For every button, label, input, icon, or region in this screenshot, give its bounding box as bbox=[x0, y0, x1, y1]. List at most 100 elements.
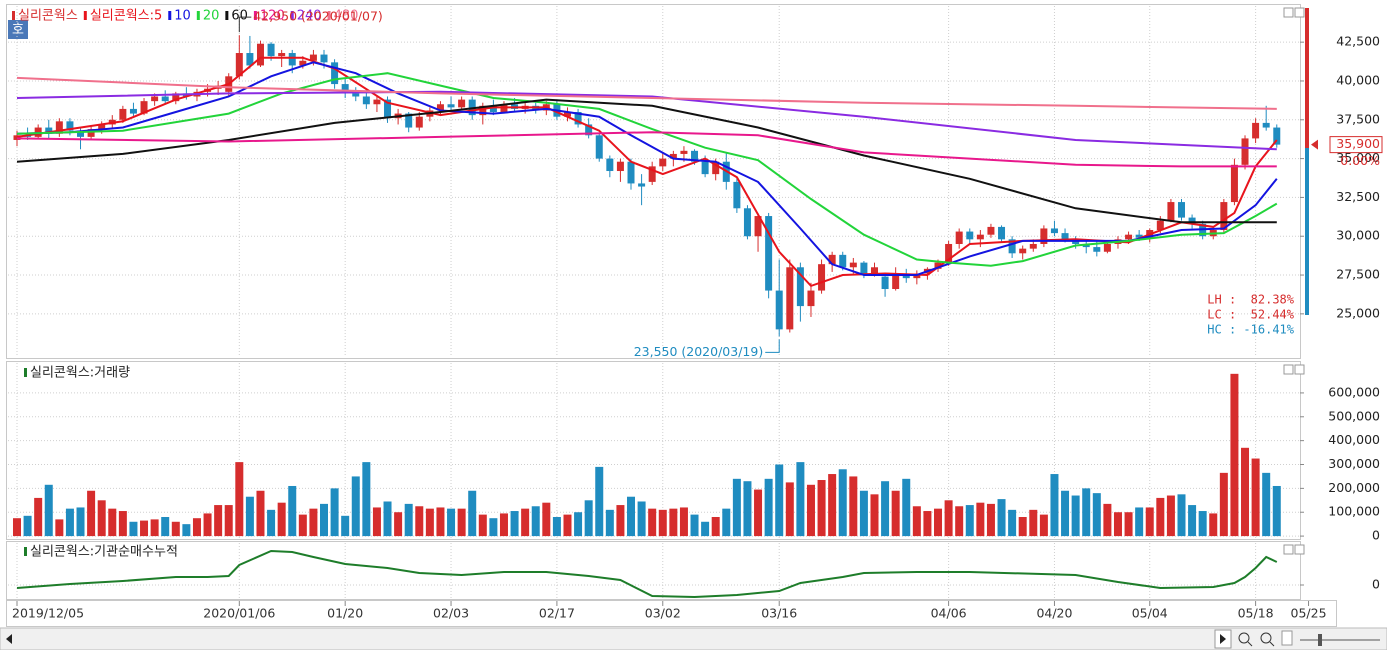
last-price-pointer bbox=[1311, 139, 1318, 150]
date-axis bbox=[6, 600, 1337, 627]
candle-body bbox=[1040, 228, 1048, 244]
annotation-high: 42,950 (2020/01/07) bbox=[253, 9, 383, 24]
volume-bar bbox=[383, 501, 392, 537]
candle-body bbox=[45, 127, 53, 134]
volume-bar bbox=[902, 478, 911, 537]
volume-bar bbox=[1262, 472, 1271, 537]
institution-panel bbox=[6, 541, 1301, 600]
candle-body bbox=[860, 262, 868, 274]
volume-bar bbox=[182, 524, 191, 537]
candle-body bbox=[839, 254, 847, 268]
volume-bar bbox=[415, 506, 424, 537]
y-tick-label: 300,000 bbox=[1328, 456, 1380, 471]
x-tick-label: 04/06 bbox=[931, 606, 967, 621]
candle-body bbox=[1220, 202, 1228, 231]
candle-body bbox=[765, 216, 773, 291]
candle-body bbox=[1230, 164, 1238, 203]
volume-bar bbox=[330, 488, 339, 537]
volume-bar bbox=[1188, 505, 1197, 537]
y-tick-label: 27,500 bbox=[1336, 267, 1380, 282]
plot-area bbox=[8, 6, 1300, 355]
volume-bar bbox=[521, 508, 530, 537]
candle-body bbox=[669, 153, 677, 159]
volume-bar bbox=[934, 508, 943, 537]
y-tick-label: 30,000 bbox=[1336, 228, 1380, 243]
candle-body bbox=[627, 161, 635, 184]
candle-body bbox=[659, 158, 667, 167]
volume-bar bbox=[309, 508, 318, 537]
candle-body bbox=[616, 161, 624, 172]
x-tick-label: 02/03 bbox=[433, 606, 469, 621]
volume-bar bbox=[785, 482, 794, 537]
volume-bar bbox=[1241, 447, 1250, 537]
legend-swatch bbox=[327, 11, 331, 20]
volume-bar bbox=[775, 464, 784, 537]
candle-body bbox=[743, 208, 751, 237]
legend-swatch bbox=[168, 11, 172, 20]
volume-bar bbox=[108, 508, 117, 537]
volume-bar bbox=[447, 508, 456, 537]
volume-bar bbox=[245, 496, 254, 537]
volume-bar bbox=[65, 508, 74, 537]
volume-bar bbox=[76, 507, 85, 537]
candle-body bbox=[754, 216, 762, 237]
candle-body bbox=[1029, 243, 1037, 249]
legend-swatch bbox=[24, 368, 27, 377]
volume-bar bbox=[754, 489, 763, 537]
volume-bar bbox=[351, 476, 360, 537]
moving-average-line bbox=[16, 56, 1278, 288]
volume-bar bbox=[87, 490, 96, 537]
volume-bar bbox=[648, 508, 657, 537]
candle-body bbox=[849, 262, 857, 268]
volume-bar bbox=[806, 484, 815, 537]
volume-bar bbox=[425, 508, 434, 537]
volume-bar bbox=[1039, 514, 1048, 537]
candle-body bbox=[1167, 202, 1175, 221]
volume-bar bbox=[732, 478, 741, 537]
candle-body bbox=[77, 130, 85, 137]
volume-bar bbox=[955, 506, 964, 537]
price-panel bbox=[6, 4, 1301, 359]
candle-body bbox=[892, 273, 900, 290]
legend-swatch bbox=[24, 547, 27, 556]
candle-body bbox=[246, 53, 254, 66]
candle-body bbox=[129, 108, 137, 114]
volume-panel bbox=[6, 361, 1301, 540]
volume-bar bbox=[923, 511, 932, 537]
candle-body bbox=[606, 158, 614, 172]
legend-label: 10 bbox=[174, 9, 191, 24]
legend-label: 120 bbox=[260, 9, 285, 24]
volume-bar bbox=[1071, 495, 1080, 537]
y-tick-label: 100,000 bbox=[1328, 504, 1380, 519]
candle-body bbox=[691, 150, 699, 162]
volume-bar bbox=[637, 501, 646, 537]
volume-bar bbox=[404, 503, 413, 537]
volume-bar bbox=[1029, 509, 1038, 537]
legend-swatch bbox=[83, 11, 87, 20]
volume-bar bbox=[161, 517, 170, 537]
y-tick-label: 200,000 bbox=[1328, 480, 1380, 495]
volume-bar bbox=[1018, 517, 1027, 537]
x-tick-label: 05/25 bbox=[1291, 606, 1327, 621]
legend-label: 240 bbox=[297, 9, 322, 24]
candle-body bbox=[1072, 240, 1080, 244]
legend-label: 실리콘웍스 bbox=[18, 9, 78, 24]
y-tick-label: 400,000 bbox=[1328, 432, 1380, 447]
scrollbar[interactable] bbox=[0, 627, 1387, 650]
candle-body bbox=[87, 129, 95, 137]
candle-body bbox=[55, 121, 63, 134]
candle-body bbox=[288, 53, 296, 66]
candle-body bbox=[373, 99, 381, 105]
candle-body bbox=[638, 183, 646, 187]
badge-text: 호 bbox=[12, 23, 24, 38]
candle-body bbox=[1188, 217, 1196, 224]
candle-body bbox=[818, 264, 826, 291]
volume-bar bbox=[701, 521, 710, 537]
x-tick-label: 02/17 bbox=[539, 606, 575, 621]
volume-bar bbox=[1145, 507, 1154, 537]
x-tick-label: 05/04 bbox=[1132, 606, 1168, 621]
candle-body bbox=[955, 231, 963, 244]
panel-buttons[interactable] bbox=[1283, 7, 1305, 555]
y-tick-label: 40,000 bbox=[1336, 72, 1380, 87]
candle-body bbox=[98, 124, 106, 130]
